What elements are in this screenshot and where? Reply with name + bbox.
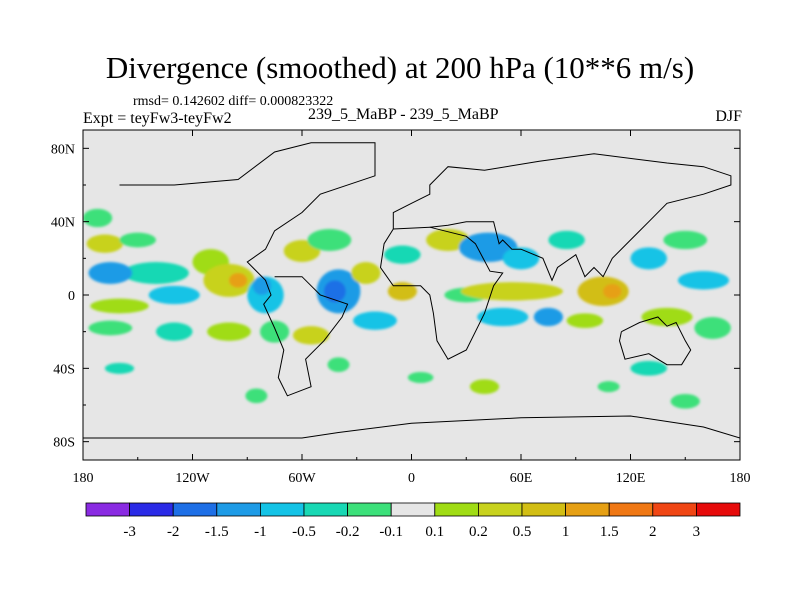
field-blob — [477, 307, 529, 327]
field-blob — [88, 262, 133, 284]
colorbar-label: -0.1 — [379, 524, 403, 540]
x-tick-label: 180 — [73, 471, 94, 486]
field-blob — [548, 230, 585, 250]
field-blob — [260, 320, 290, 343]
colorbar-swatch — [608, 502, 654, 517]
field-blob — [90, 298, 149, 314]
y-tick-label: 0 — [68, 289, 75, 304]
y-axis: 80N 40N 0 40S 80S — [51, 142, 740, 451]
colorbar-label: -0.2 — [336, 524, 360, 540]
field-blob — [307, 229, 352, 251]
run-names-label: 239_5_MaBP - 239_5_MaBP — [308, 106, 499, 123]
coastline — [379, 226, 504, 360]
colorbar-swatch — [303, 502, 348, 517]
field-blob — [353, 311, 397, 330]
field-blob — [123, 262, 189, 284]
coastline — [392, 153, 732, 282]
field-blob — [533, 307, 563, 327]
field-blob — [229, 273, 248, 288]
coastline — [83, 415, 740, 439]
colorbar-swatch — [129, 502, 174, 517]
colorbar-swatch — [434, 502, 479, 517]
field-blob — [502, 247, 540, 270]
colorbar-swatch — [477, 502, 523, 517]
x-tick-label: 180 — [730, 471, 751, 486]
field-blob — [83, 208, 113, 228]
chart-title: Divergence (smoothed) at 200 hPa (10**6 … — [105, 50, 695, 85]
field-blob — [407, 372, 434, 383]
field-blob — [469, 379, 500, 394]
field-blob — [245, 388, 268, 404]
x-axis: 180 120W 60W 0 60E 120E 180 — [73, 130, 751, 486]
field-blob — [292, 326, 330, 345]
colorbar-label: 0.5 — [513, 524, 532, 540]
colorbar-swatch — [172, 502, 218, 517]
colorbar-swatch — [390, 502, 436, 517]
field-blob — [86, 234, 124, 253]
colorbar-swatch — [565, 502, 610, 517]
field-blob — [630, 247, 667, 270]
field-blob — [207, 322, 251, 341]
field-blob — [119, 232, 156, 248]
field-blob — [156, 322, 193, 341]
field-blob — [351, 262, 381, 284]
coastlines — [83, 142, 740, 439]
field-blob — [327, 357, 350, 372]
colorbar: -3 -2 -1.5 -1 -0.5 -0.2 -0.1 0.1 0.2 0.5 1 1.5 2 3 — [85, 502, 741, 540]
field-blob — [630, 361, 667, 376]
field-blob — [566, 313, 604, 328]
field-blob — [387, 282, 417, 301]
colorbar-swatch — [652, 502, 697, 517]
y-tick-label: 40S — [53, 362, 75, 377]
colorbar-label: -1 — [254, 524, 267, 540]
colorbar-label: 0.2 — [469, 524, 488, 540]
field-blob — [597, 381, 620, 393]
field-blob — [252, 276, 271, 296]
field-blob — [694, 317, 731, 339]
colorbar-label: -0.5 — [292, 524, 316, 540]
colorbar-label: 1.5 — [600, 524, 619, 540]
field-blob — [663, 230, 708, 250]
season-label: DJF — [715, 108, 742, 125]
colorbar-label: 3 — [693, 524, 701, 540]
field-blob — [460, 282, 563, 301]
colorbar-swatch — [521, 502, 566, 517]
field-blob — [104, 362, 135, 374]
field-blob — [677, 271, 730, 290]
x-tick-label: 0 — [408, 471, 415, 486]
y-tick-label: 40N — [51, 216, 75, 231]
colorbar-label: -1.5 — [205, 524, 229, 540]
colorbar-label: -3 — [123, 524, 136, 540]
rmsd-diff-stats: rmsd= 0.142602 diff= 0.000823322 — [133, 94, 334, 109]
x-tick-label: 120E — [616, 471, 646, 486]
field-blob — [88, 320, 133, 336]
x-tick-label: 60E — [510, 471, 533, 486]
colorbar-label: -2 — [167, 524, 180, 540]
field-blob — [148, 285, 200, 305]
field-blob — [603, 284, 622, 299]
experiment-label: Expt = teyFw3-teyFw2 — [83, 110, 232, 127]
coastline — [119, 142, 376, 397]
y-tick-label: 80N — [51, 142, 75, 157]
x-tick-label: 60W — [288, 471, 316, 486]
field-blob — [641, 307, 693, 327]
field-blob — [323, 280, 346, 303]
field-blob — [670, 394, 700, 409]
colorbar-swatch — [347, 502, 392, 517]
colorbar-swatch — [216, 502, 261, 517]
colorbar-label: 1 — [562, 524, 570, 540]
field-blob — [384, 245, 421, 264]
colorbar-swatch — [259, 502, 305, 517]
colorbar-label: 0.1 — [425, 524, 444, 540]
colorbar-swatch — [696, 502, 741, 517]
colorbar-swatch — [85, 502, 130, 517]
coastline — [618, 316, 692, 366]
x-tick-label: 120W — [175, 471, 210, 486]
y-tick-label: 80S — [53, 436, 75, 451]
colorbar-label: 2 — [649, 524, 657, 540]
